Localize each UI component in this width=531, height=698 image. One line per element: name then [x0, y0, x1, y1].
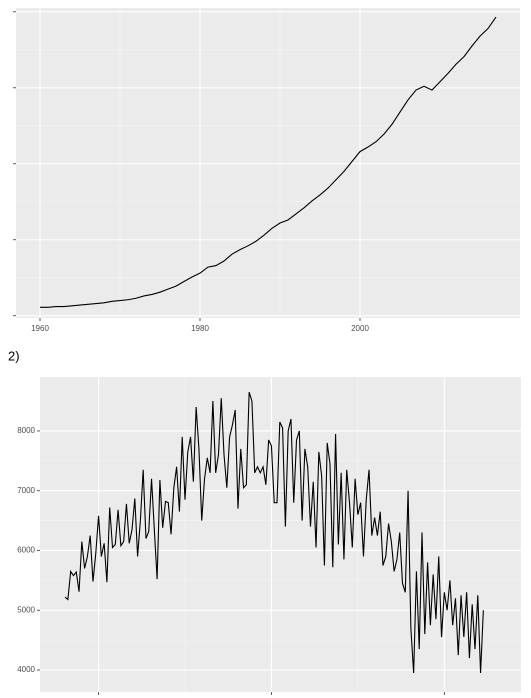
y-tick-label: 8000 — [17, 426, 35, 435]
y-tick-label: 5000 — [17, 605, 35, 614]
y-tick-label: 4000 — [17, 665, 35, 674]
y-tick-label: 6000 — [17, 546, 35, 555]
panel-background — [16, 8, 520, 318]
y-tick-label: 7000 — [17, 486, 35, 495]
panel-label: 2) — [8, 348, 20, 363]
x-tick-label: 1980 — [191, 324, 209, 333]
x-tick-label: 2000 — [351, 324, 369, 333]
x-tick-label: 1960 — [31, 324, 49, 333]
data-line — [40, 16, 497, 308]
data-line — [64, 391, 484, 674]
